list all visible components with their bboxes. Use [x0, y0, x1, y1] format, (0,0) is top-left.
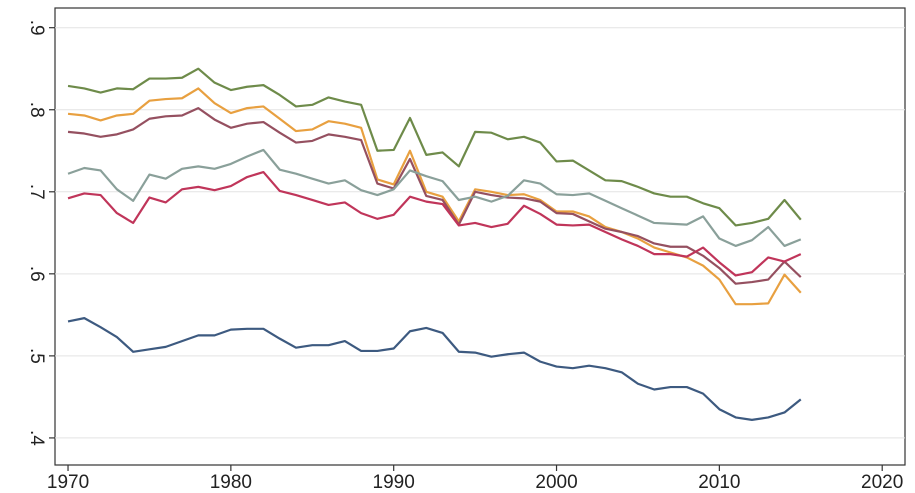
x-tick-label: 2020 — [861, 472, 903, 493]
series-line — [67, 170, 802, 277]
y-tick-label: .6 — [26, 266, 47, 282]
x-tick-label: 1970 — [47, 472, 89, 493]
y-tick-label: .9 — [26, 20, 47, 36]
series-line — [67, 106, 802, 285]
y-tick-label: .8 — [26, 102, 47, 118]
x-tick-label: 2000 — [535, 472, 577, 493]
y-tick-label: .5 — [26, 348, 47, 364]
plot-frame — [54, 7, 906, 466]
x-tick-label: 2010 — [698, 472, 740, 493]
x-tick-label: 1980 — [210, 472, 252, 493]
series-line — [67, 148, 802, 248]
y-tick-label: .4 — [26, 430, 47, 446]
series-line — [67, 317, 802, 421]
x-tick-label: 1990 — [373, 472, 415, 493]
y-tick-label: .7 — [26, 184, 47, 200]
series-line — [67, 67, 802, 227]
